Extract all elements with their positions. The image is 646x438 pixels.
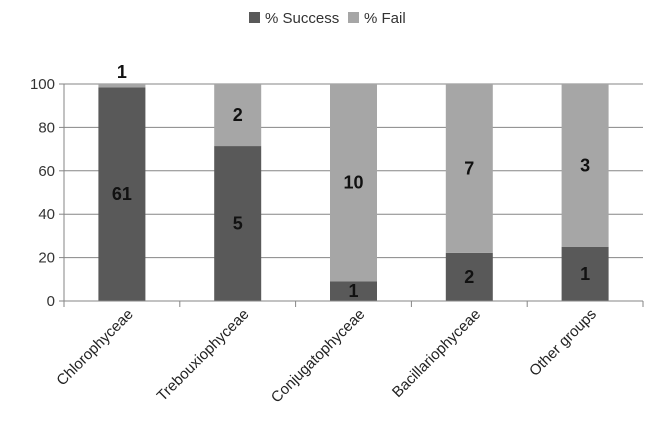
y-axis-ticks: 0 20 40 60 80 100 bbox=[30, 76, 64, 310]
data-label: 2 bbox=[464, 267, 474, 287]
bar-segment-fail bbox=[98, 84, 146, 88]
bar-segment-success bbox=[445, 252, 493, 301]
bars bbox=[98, 84, 609, 301]
x-tick-label: Conjugatophyceae bbox=[268, 306, 368, 406]
data-label: 1 bbox=[348, 281, 358, 301]
legend-swatch-fail bbox=[348, 12, 359, 23]
bar-segment-success bbox=[214, 146, 262, 301]
y-tick-label: 80 bbox=[38, 119, 55, 136]
bar-segment-fail bbox=[561, 84, 609, 247]
axes bbox=[63, 84, 643, 302]
x-tick-label: Bacillariophyceae bbox=[389, 306, 484, 401]
data-label: 10 bbox=[343, 173, 363, 193]
legend-label-success: % Success bbox=[265, 10, 339, 27]
bar-segment-fail bbox=[330, 84, 377, 282]
bar-segment-fail bbox=[445, 84, 493, 253]
legend: % Success % Fail bbox=[249, 10, 406, 27]
legend-label-fail: % Fail bbox=[364, 10, 406, 27]
x-axis-ticks: Chlorophyceae Trebouxiophyceae Conjugatoph… bbox=[53, 301, 644, 406]
data-labels: 61 1 5 2 1 10 2 7 1 3 bbox=[112, 62, 590, 301]
data-label: 1 bbox=[117, 62, 127, 82]
y-tick-label: 60 bbox=[38, 163, 55, 180]
data-label: 7 bbox=[464, 158, 474, 178]
x-tick-label: Chlorophyceae bbox=[53, 306, 136, 389]
bar-segment-success bbox=[98, 87, 146, 301]
y-tick-label: 40 bbox=[38, 206, 55, 223]
y-tick-label: 0 bbox=[47, 293, 55, 310]
bar-segment-success bbox=[330, 281, 377, 301]
x-tick-label: Other groups bbox=[526, 306, 600, 380]
data-label: 5 bbox=[233, 214, 243, 234]
x-tick-label: Trebouxiophyceae bbox=[154, 306, 253, 405]
data-label: 61 bbox=[112, 184, 132, 204]
legend-swatch-success bbox=[249, 12, 260, 23]
data-label: 1 bbox=[580, 264, 590, 284]
y-tick-label: 100 bbox=[30, 76, 55, 93]
y-tick-label: 20 bbox=[38, 250, 55, 267]
bar-segment-success bbox=[561, 246, 609, 301]
data-label: 3 bbox=[580, 155, 590, 175]
bar-segment-fail bbox=[214, 84, 262, 147]
data-label: 2 bbox=[233, 105, 243, 125]
